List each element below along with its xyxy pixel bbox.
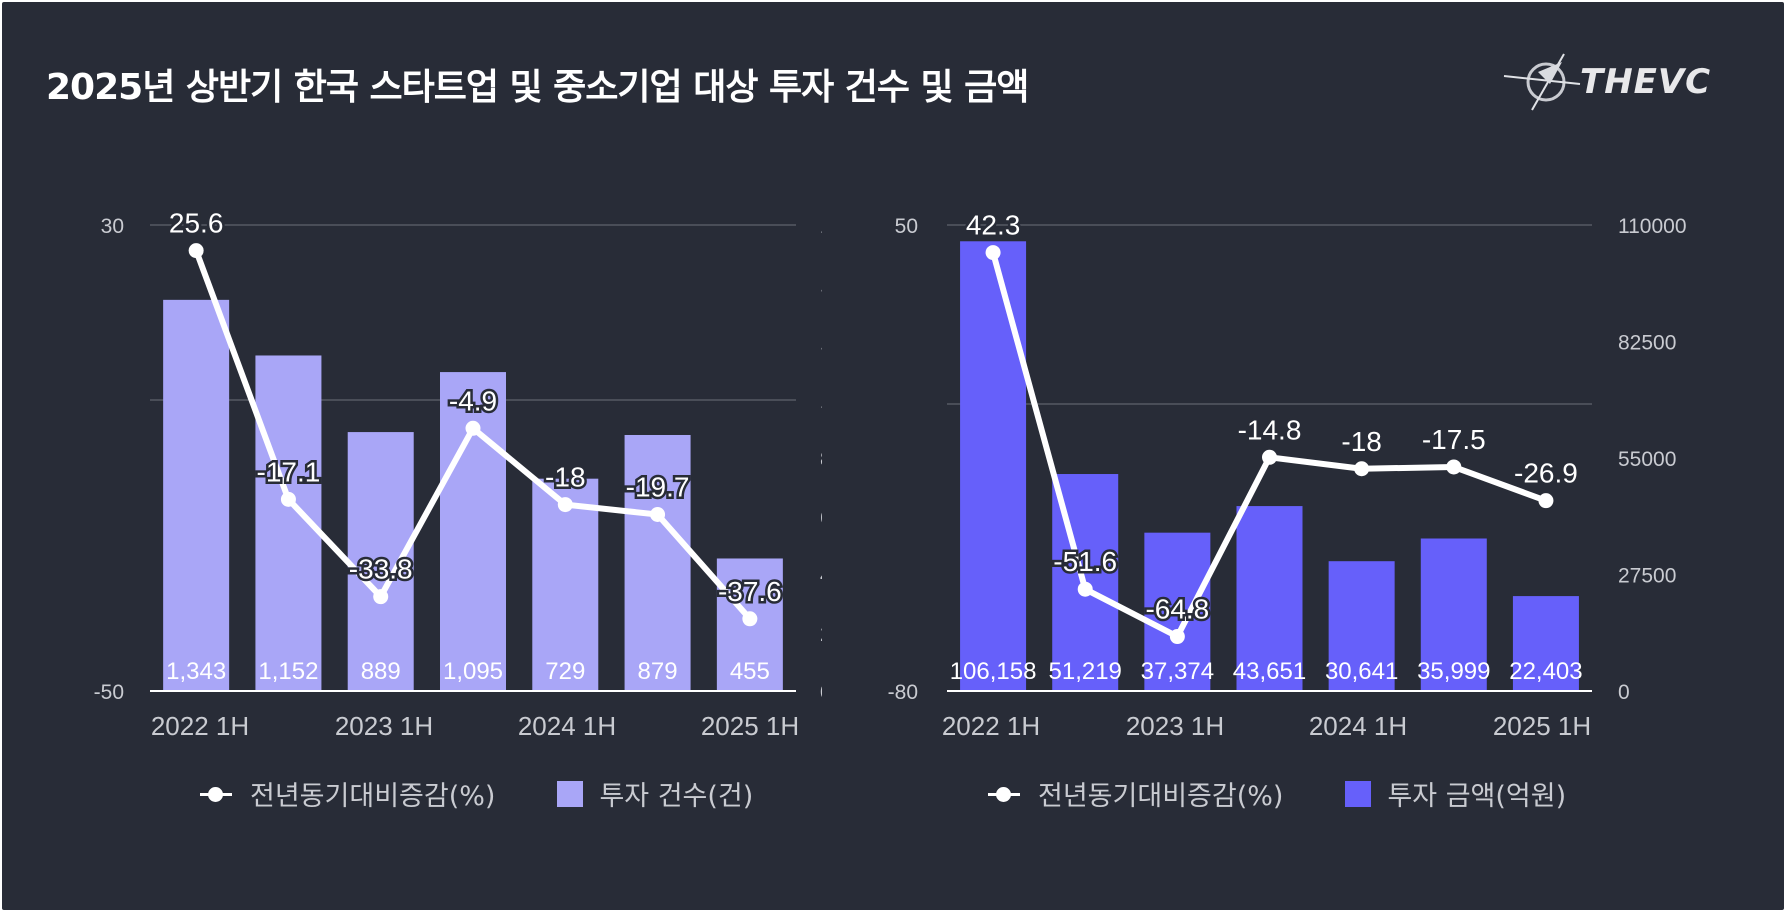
right-axis-tick-label: 0: [1618, 681, 1630, 704]
yoy-value-label: 42.3: [966, 210, 1021, 241]
yoy-value-label: 25.6: [169, 208, 224, 239]
right-axis-tick-label: 200: [820, 623, 822, 646]
yoy-point: [985, 245, 1001, 261]
legend-label: 전년동기대비증감(%): [1038, 781, 1284, 812]
yoy-point: [373, 589, 389, 605]
right-axis-tick-label: 600: [820, 506, 822, 529]
yoy-value-label: -64.8: [1145, 594, 1209, 625]
yoy-point: [650, 507, 666, 523]
yoy-value-label: -14.8: [1238, 414, 1302, 445]
right-axis-tick-label: 0: [820, 681, 822, 704]
x-axis-tick-label: 2025 1H: [1493, 711, 1591, 741]
bar: [960, 241, 1027, 691]
right-axis-tick-label: 1000: [820, 390, 822, 413]
yoy-point: [465, 420, 481, 436]
right-axis-tick-label: 27500: [1618, 565, 1676, 588]
right-axis-tick-label: 110000: [1618, 215, 1687, 238]
yoy-value-label: -51.6: [1053, 546, 1117, 577]
legend-item-count-bar[interactable]: 투자 건수(건): [557, 774, 753, 813]
yoy-value-label: -19.7: [626, 472, 690, 503]
line-marker-icon: [984, 784, 1024, 804]
x-axis-tick-label: 2022 1H: [942, 711, 1040, 741]
right-axis-tick-label: 1200: [820, 332, 822, 355]
logo-wordmark: THEVC: [1580, 62, 1712, 102]
yoy-point: [188, 243, 204, 259]
yoy-point: [1354, 461, 1370, 477]
x-axis-tick-label: 2022 1H: [151, 711, 249, 741]
bar-value-label: 1,152: [258, 658, 318, 685]
bar-value-label: 35,999: [1417, 658, 1490, 685]
bar-square-icon: [557, 780, 584, 807]
legend-item-yoy-line[interactable]: 전년동기대비증감(%): [984, 774, 1283, 813]
legend-left: 전년동기대비증감(%) 투자 건수(건): [196, 774, 815, 813]
yoy-value-label: -17.1: [257, 456, 321, 487]
legend-label: 투자 건수(건): [599, 781, 754, 812]
bar-value-label: 51,219: [1049, 658, 1122, 685]
yoy-value-label: -37.6: [718, 576, 782, 607]
bar-value-label: 43,651: [1233, 658, 1306, 685]
bar-value-label: 729: [545, 658, 585, 685]
bar: [1420, 538, 1487, 691]
investment-count-chart: 1600 1400 1200 1000 800 600 400 200 0 30 -50 1,343 1…: [94, 205, 822, 741]
right-axis-tick-label: 1600: [820, 215, 822, 238]
chart-title: 2025년 상반기 한국 스타트업 및 중소기업 대상 투자 건수 및 금액: [46, 67, 1029, 108]
bar: [1512, 596, 1579, 691]
thevc-logo: THEVC: [1502, 48, 1742, 118]
legend-right: 전년동기대비증감(%) 투자 금액(억원): [984, 774, 1628, 813]
yoy-point: [280, 491, 296, 507]
x-axis-tick-label: 2024 1H: [1309, 711, 1407, 741]
legend-item-amount-bar[interactable]: 투자 금액(억원): [1345, 774, 1566, 813]
bar-value-label: 889: [361, 658, 401, 685]
left-axis-tick-label: -50: [94, 681, 124, 704]
right-axis-tick-label: 55000: [1618, 448, 1676, 471]
yoy-point: [1446, 459, 1462, 475]
investment-amount-chart: 110000 82500 55000 27500 0 50 -80 106,158 51,219…: [888, 207, 1687, 741]
x-axis-tick-label: 2023 1H: [335, 711, 433, 741]
legend-label: 투자 금액(억원): [1387, 781, 1567, 812]
bar: [532, 478, 599, 691]
bar-value-label: 1,343: [166, 658, 226, 685]
left-axis-tick-label: 30: [101, 215, 124, 238]
right-axis-tick-label: 400: [820, 565, 822, 588]
bar: [624, 434, 691, 691]
bar-value-label: 30,641: [1325, 658, 1398, 685]
yoy-point: [1077, 581, 1093, 597]
left-axis-tick-label: -80: [888, 681, 918, 704]
yoy-point: [557, 497, 573, 513]
yoy-point: [1538, 493, 1554, 509]
right-axis-tick-label: 1400: [820, 273, 822, 296]
bar-value-label: 22,403: [1509, 658, 1582, 685]
line-marker-icon: [196, 784, 236, 804]
bar-value-label: 455: [730, 658, 770, 685]
bar: [1236, 506, 1303, 691]
left-axis-tick-label: 50: [895, 215, 918, 238]
yoy-point: [1262, 449, 1277, 465]
yoy-value-label: -33.8: [349, 554, 413, 585]
bar-value-label: 879: [638, 658, 678, 685]
yoy-value-label: -26.9: [1514, 458, 1578, 489]
x-axis-tick-label: 2024 1H: [518, 711, 616, 741]
right-axis-tick-label: 82500: [1618, 332, 1676, 355]
bar-value-label: 106,158: [950, 658, 1037, 685]
x-axis-tick-label: 2025 1H: [701, 711, 799, 741]
right-axis-tick-label: 800: [820, 448, 822, 471]
yoy-value-label: -4.9: [449, 385, 497, 416]
x-axis-tick-label: 2023 1H: [1126, 711, 1224, 741]
bar: [163, 299, 230, 691]
logo-emblem-icon: [1503, 53, 1581, 111]
legend-label: 전년동기대비증감(%): [250, 781, 496, 812]
yoy-value-label: -18: [545, 462, 585, 493]
yoy-value-label: -17.5: [1422, 424, 1486, 455]
bar-value-label: 1,095: [443, 658, 503, 685]
bar: [1328, 561, 1395, 691]
bar-square-icon: [1345, 780, 1372, 807]
bar: [1144, 532, 1211, 691]
yoy-point: [1169, 629, 1185, 645]
yoy-point: [742, 611, 758, 627]
bar-value-label: 37,374: [1141, 658, 1214, 685]
yoy-value-label: -18: [1341, 426, 1381, 457]
legend-item-yoy-line[interactable]: 전년동기대비증감(%): [196, 774, 495, 813]
